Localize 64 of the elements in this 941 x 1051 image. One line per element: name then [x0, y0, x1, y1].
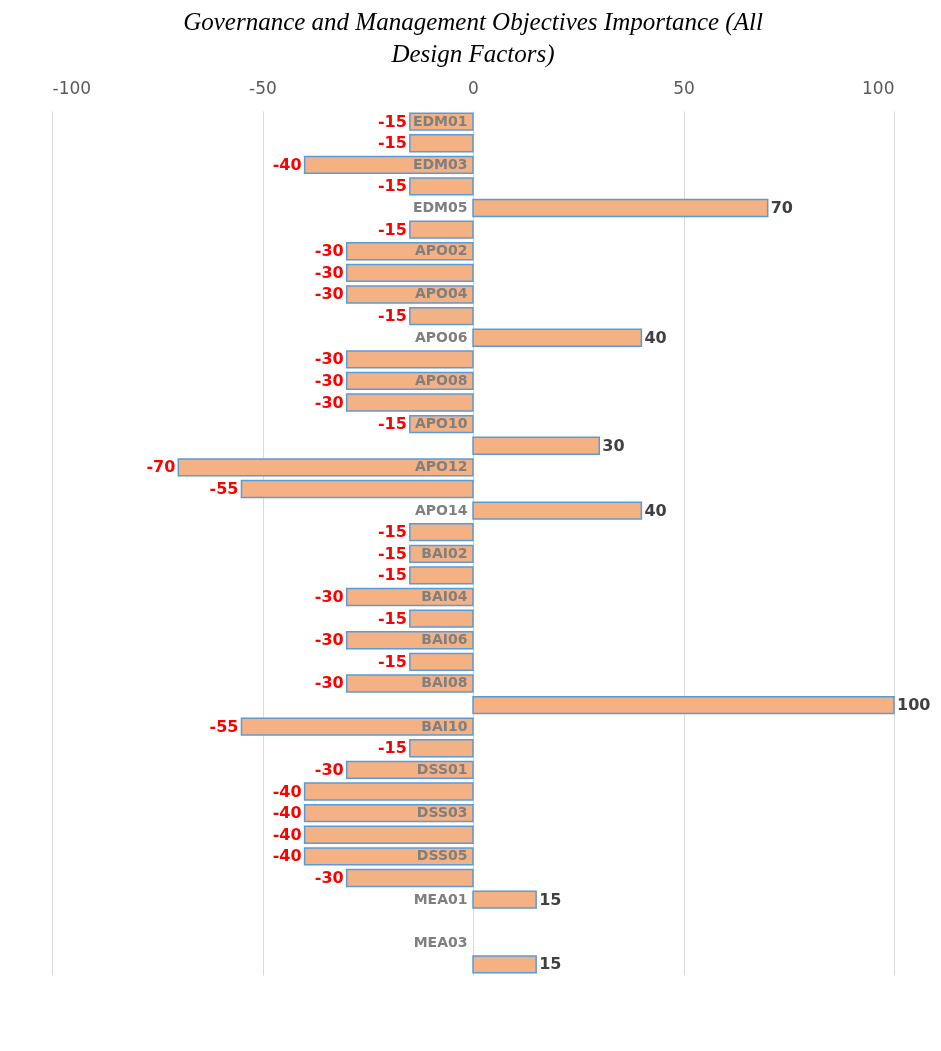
data-label: -30 [314, 392, 344, 412]
data-label: -40 [272, 154, 302, 174]
y-tick-label: APO14 [415, 501, 468, 518]
data-label: 15 [539, 954, 562, 974]
data-label: 70 [770, 198, 793, 218]
data-label: -70 [146, 457, 176, 477]
data-label: -40 [272, 803, 302, 823]
data-label: -40 [272, 846, 302, 866]
data-label: 40 [644, 327, 667, 347]
data-label: -30 [314, 630, 344, 650]
data-label: -30 [314, 349, 344, 369]
data-label: -15 [377, 176, 407, 196]
data-label: 15 [539, 889, 562, 909]
data-label: -15 [377, 414, 407, 434]
data-label: 30 [602, 435, 625, 455]
y-tick-label: BAI08 [421, 674, 468, 691]
y-tick-label: EDM01 [412, 112, 468, 129]
data-label: -30 [314, 262, 344, 282]
data-label: -15 [377, 133, 407, 153]
y-tick-label: APO02 [415, 242, 468, 259]
y-tick-label: APO06 [415, 328, 468, 345]
data-label: 100 [897, 695, 931, 715]
y-tick-label: MEA01 [413, 890, 468, 907]
y-tick-label: BAI02 [421, 544, 468, 561]
y-tick-label: BAI04 [421, 588, 468, 605]
data-label: -30 [314, 673, 344, 693]
data-label: 40 [644, 500, 667, 520]
y-tick-label: EDM05 [412, 199, 468, 216]
data-label: -55 [209, 478, 239, 498]
data-label: -40 [272, 824, 302, 844]
data-label: -15 [377, 219, 407, 239]
y-tick-label: APO08 [415, 371, 468, 388]
data-label: -15 [377, 522, 407, 542]
y-tick-label: MEA03 [413, 933, 468, 950]
y-tick-label: BAI06 [421, 631, 468, 648]
x-tick-label: 50 [673, 77, 695, 98]
data-label: -30 [314, 587, 344, 607]
y-tick-label: DSS05 [416, 847, 468, 864]
y-tick-label: DSS01 [416, 760, 468, 777]
chart-title: Governance and Management Objectives Importance (All Design Factors) [183, 8, 763, 68]
data-label: -15 [377, 306, 407, 326]
data-label: -30 [314, 759, 344, 779]
y-tick-label: APO12 [415, 458, 468, 475]
y-tick-label: APO10 [415, 415, 468, 432]
data-label: -15 [377, 738, 407, 758]
y-tick-label: EDM03 [412, 155, 468, 172]
data-label: -15 [377, 543, 407, 563]
data-label: -15 [377, 651, 407, 671]
data-label: -15 [377, 565, 407, 585]
data-label: -30 [314, 867, 344, 887]
x-tick-label: -100 [52, 77, 92, 98]
data-label: -30 [314, 284, 344, 304]
data-label: -15 [377, 111, 407, 131]
data-label: -55 [209, 716, 239, 736]
x-tick-label: 0 [468, 77, 479, 98]
y-tick-label: DSS03 [416, 804, 468, 821]
x-tick-label: -50 [249, 77, 277, 98]
data-label: -30 [314, 370, 344, 390]
data-label: -40 [272, 781, 302, 801]
y-tick-label: APO04 [415, 285, 468, 302]
x-tick-label: 100 [862, 77, 895, 98]
data-label: -30 [314, 241, 344, 261]
y-tick-label: BAI10 [421, 717, 468, 734]
data-label: -15 [377, 608, 407, 628]
